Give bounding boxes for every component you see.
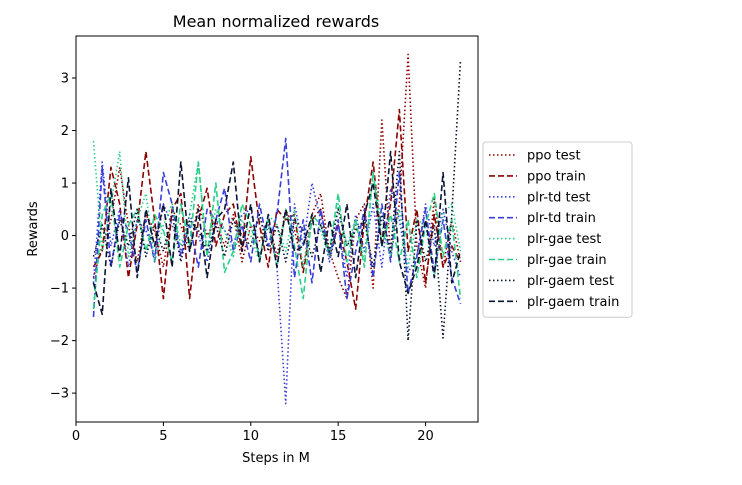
plot-frame [75,35,479,423]
legend-label: plr-gaem test [527,274,614,289]
y-tick-label: 1 [61,177,69,192]
legend: ppo test ppo train plr-td test plr-td train… [482,141,633,318]
legend-box [482,141,633,318]
y-tick-label: −2 [50,334,69,349]
series-line-plr-td-train [92,137,462,318]
series-line-plr-gaem-train [92,150,462,316]
y-axis-label: Rewards [26,201,41,256]
x-tick-label: 0 [72,429,80,444]
legend-label: plr-gae train [527,253,607,268]
y-tick-label: −1 [50,282,69,297]
y-tick-label: 3 [61,72,69,87]
y-tick-label: −3 [50,387,69,402]
legend-label: plr-gae test [527,232,601,247]
y-tick-label: 0 [61,229,69,244]
series-line-ppo-train [92,108,462,310]
x-tick-label: 5 [159,429,167,444]
legend-label: plr-td test [527,190,591,205]
x-tick-label: 10 [243,429,260,444]
y-tick-label: 2 [61,124,69,139]
legend-label: plr-gaem train [527,295,619,310]
legend-label: plr-td train [527,211,596,226]
series-line-plr-gae-test [92,140,462,279]
x-tick-label: 20 [417,429,434,444]
plot-area [92,53,462,405]
x-axis: 0 5 10 15 20 [72,422,434,444]
chart-title: Mean normalized rewards [173,12,379,31]
legend-label: ppo train [527,169,586,184]
y-axis: −3 −2 −1 0 1 2 3 [50,72,76,402]
x-tick-label: 15 [330,429,347,444]
series-line-plr-gaem-test [92,59,462,342]
series-line-ppo-test [92,53,462,300]
x-axis-label: Steps in M [242,451,310,466]
legend-label: ppo test [527,149,581,164]
